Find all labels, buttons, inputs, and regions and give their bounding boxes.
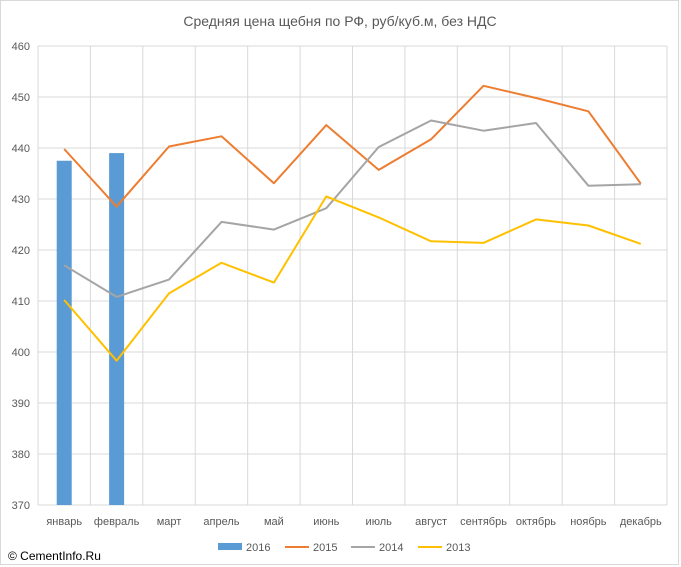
x-tick-label: ноябрь: [570, 516, 607, 528]
x-tick-label: июль: [366, 516, 393, 528]
legend-swatch-2016: [218, 543, 242, 550]
y-tick-label-390: 390: [12, 398, 30, 410]
x-axis-ticks: январь февраль март апрель май июнь июль август…: [46, 516, 662, 528]
x-tick-label: октябрь: [516, 516, 556, 528]
y-tick-label-420: 420: [12, 245, 30, 257]
x-tick-label: май: [264, 516, 284, 528]
grid: [37, 45, 668, 506]
copyright-text: © CementInfo.Ru: [8, 549, 101, 563]
x-tick-label: март: [157, 516, 182, 528]
legend-label-2013: 2013: [446, 542, 470, 554]
legend-label-2014: 2014: [379, 542, 403, 554]
y-tick-label-440: 440: [12, 143, 30, 155]
x-tick-label: июнь: [313, 516, 339, 528]
x-tick-label: август: [415, 516, 447, 528]
y-tick-label-410: 410: [12, 296, 30, 308]
bar-2016: [109, 153, 125, 505]
y-tick-label-450: 450: [12, 92, 30, 104]
x-tick-label: сентябрь: [460, 516, 507, 528]
x-tick-label: февраль: [94, 516, 140, 528]
chart-title: Средняя цена щебня по РФ, руб/куб.м, без…: [183, 13, 496, 29]
x-tick-label: декабрь: [620, 516, 662, 528]
y-tick-label-430: 430: [12, 194, 30, 206]
x-tick-label: апрель: [203, 516, 239, 528]
y-tick-label-380: 380: [12, 449, 30, 461]
x-tick-label: январь: [46, 516, 82, 528]
bar-series: [56, 153, 125, 505]
series-line-2015: [63, 84, 642, 208]
series-line-2013: [63, 195, 642, 362]
legend-label-2015: 2015: [313, 542, 337, 554]
y-axis-ticks: 370 380 390 400 410 420 430 440 450 460: [12, 41, 30, 512]
series-line-2014: [63, 119, 641, 298]
y-tick-label-370: 370: [12, 500, 30, 512]
legend: 2016 2015 2014 2013: [218, 542, 470, 554]
bar-2016: [56, 160, 72, 505]
y-tick-label-400: 400: [12, 347, 30, 359]
legend-label-2016: 2016: [246, 542, 270, 554]
line-series: [63, 84, 642, 362]
y-tick-label-460: 460: [12, 41, 30, 53]
